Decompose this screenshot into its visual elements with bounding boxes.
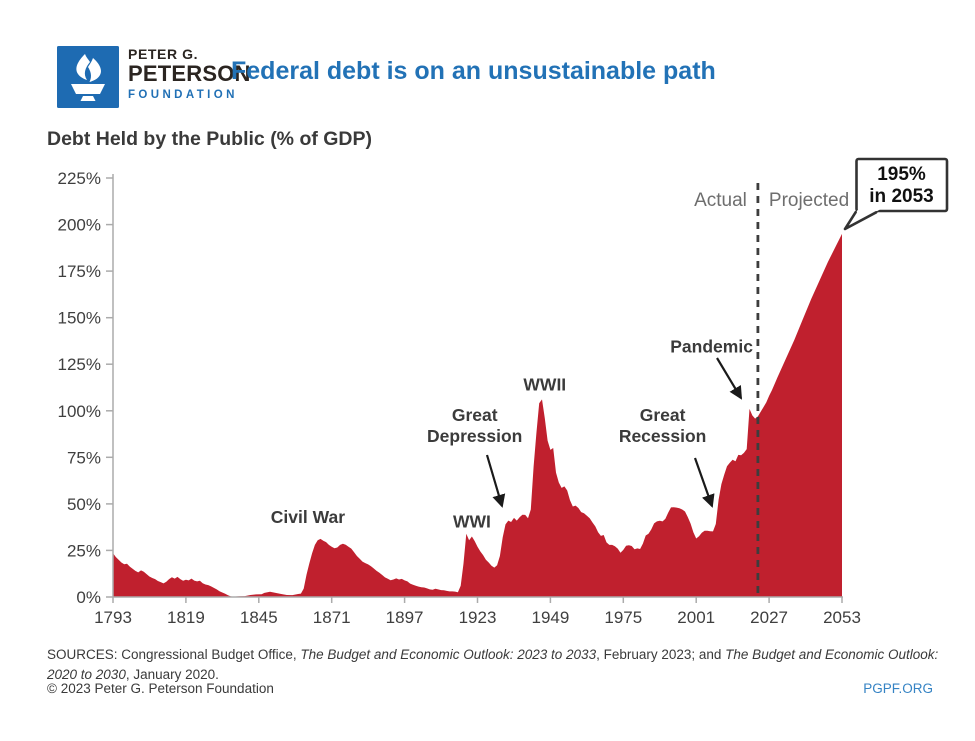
source-publication-title: The Budget and Economic Outlook: 2020 to… — [47, 647, 939, 682]
source-publication-title: The Budget and Economic Outlook: 2023 to… — [300, 647, 597, 662]
wordmark-line1: PETER G. — [128, 46, 199, 62]
svg-text:Great: Great — [452, 405, 498, 425]
axes — [106, 174, 843, 603]
copyright-text: © 2023 Peter G. Peterson Foundation — [47, 681, 274, 696]
x-tick-label: 1923 — [459, 608, 497, 627]
debt-area-chart: 0%25%50%75%100%125%150%175%200%225%1793 1… — [58, 157, 949, 627]
x-tick-label: 1819 — [167, 608, 205, 627]
debt-area-series — [113, 233, 842, 597]
source-text-segment: , February 2023; and — [596, 647, 726, 662]
annotation-civil-war: Civil War — [271, 507, 345, 527]
annotation-arrow — [485, 454, 506, 508]
wordmark-line3: FOUNDATION — [128, 89, 238, 102]
footer-row: © 2023 Peter G. Peterson Foundation PGPF… — [47, 681, 933, 696]
y-tick-label: 225% — [58, 169, 101, 188]
callout-line1: 195% — [877, 164, 926, 185]
actual-label: Actual — [694, 190, 747, 211]
source-text-segment: , January 2020. — [125, 666, 219, 682]
x-tick-label: 1949 — [531, 608, 569, 627]
y-tick-label: 50% — [67, 495, 101, 514]
svg-text:Civil War: Civil War — [271, 507, 345, 527]
x-tick-label: 1845 — [240, 608, 278, 627]
x-tick-label: 2027 — [750, 608, 788, 627]
x-tick-label: 1975 — [604, 608, 642, 627]
svg-text:WWI: WWI — [453, 512, 491, 532]
y-tick-label: 150% — [58, 309, 101, 328]
x-tick-label: 2001 — [677, 608, 715, 627]
wordmark-line2: PETERSON — [128, 61, 251, 87]
y-tick-label: 75% — [67, 448, 101, 467]
actual-projected-divider: Actual Projected — [694, 183, 849, 597]
y-tick-label: 25% — [67, 541, 101, 560]
y-tick-label: 200% — [58, 216, 101, 235]
y-tick-label: 175% — [58, 262, 101, 281]
annotation-wwi: WWI — [453, 512, 491, 532]
pgpf-wordmark: PETER G. PETERSON FOUNDATION — [128, 46, 251, 102]
svg-text:Recession: Recession — [619, 426, 707, 446]
svg-text:Pandemic: Pandemic — [670, 337, 753, 357]
projected-label: Projected — [769, 190, 849, 211]
annotation-pandemic: Pandemic — [670, 337, 753, 400]
pgpf-torch-logo-icon — [57, 46, 119, 108]
y-tick-label: 0% — [76, 588, 101, 607]
source-text-segment: SOURCES: Congressional Budget Office, — [47, 647, 301, 662]
y-tick-label: 125% — [58, 355, 101, 374]
y-tick-label: 100% — [58, 402, 101, 421]
annotation-wwii: WWII — [523, 375, 566, 395]
x-tick-label: 1897 — [386, 608, 424, 627]
annotation-arrow — [716, 357, 743, 400]
sources-text: SOURCES: Congressional Budget Office, Th… — [47, 645, 955, 684]
svg-text:Great: Great — [640, 405, 686, 425]
x-axis-labels: 1793 1819 1845 1871 1897 1923 1949 1975 2001 2027… — [94, 608, 861, 627]
x-tick-label: 1793 — [94, 608, 132, 627]
chart-title: Debt Held by the Public (% of GDP) — [47, 128, 373, 150]
pgpf-org-link[interactable]: PGPF.ORG — [863, 681, 933, 696]
page-title: Federal debt is on an unsustainable path — [231, 57, 716, 85]
callout-195-in-2053: 195%in 2053 — [843, 157, 949, 231]
svg-text:WWII: WWII — [523, 375, 566, 395]
x-tick-label: 2053 — [823, 608, 861, 627]
callout-line2: in 2053 — [869, 186, 933, 207]
x-tick-label: 1871 — [313, 608, 351, 627]
y-axis-labels: 0% 25% 50% 75% 100% 125% 150% 175% 200% 225% — [58, 169, 101, 607]
svg-text:Depression: Depression — [427, 426, 522, 446]
annotation-arrow — [693, 457, 715, 508]
